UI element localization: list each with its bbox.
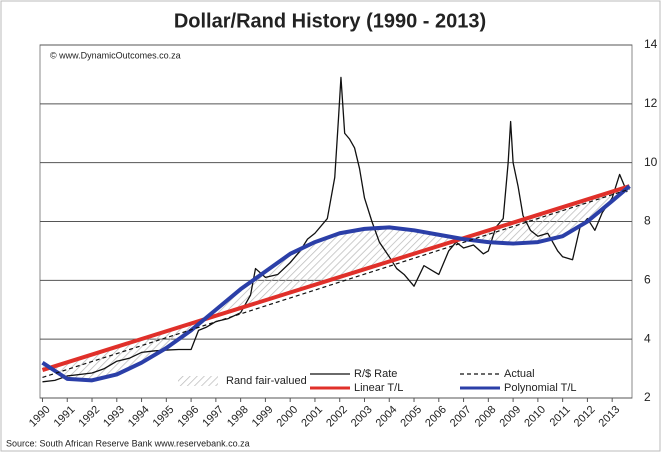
legend-label: R/$ Rate xyxy=(354,368,397,380)
y-tick-label: 8 xyxy=(644,214,651,228)
chart-title: Dollar/Rand History (1990 - 2013) xyxy=(174,10,486,32)
legend-label: Linear T/L xyxy=(354,382,403,394)
legend-box xyxy=(170,368,610,394)
series-line xyxy=(41,184,631,383)
fair-value-band xyxy=(42,186,630,381)
series-line xyxy=(41,184,631,372)
legend-label: Polynomial T/L xyxy=(504,382,577,394)
y-tick-label: 14 xyxy=(644,37,658,51)
series-line xyxy=(42,188,630,378)
legend: Rand fair-valued R/$ Rate Linear T/L Polyno… xyxy=(170,368,610,394)
legend-label: Rand fair-valued xyxy=(226,375,307,387)
legend-label: Actual xyxy=(504,368,535,380)
legend-swatch xyxy=(178,376,218,386)
source: Source: South African Reserve Bank www.r… xyxy=(6,438,250,448)
y-tick-label: 4 xyxy=(644,331,651,345)
copyright: © www.DynamicOutcomes.co.za xyxy=(50,50,181,60)
series-line xyxy=(42,76,628,383)
y-tick-label: 2 xyxy=(644,390,651,404)
y-tick-label: 10 xyxy=(644,155,658,169)
y-tick-label: 6 xyxy=(644,273,651,287)
y-tick-label: 12 xyxy=(644,96,658,110)
